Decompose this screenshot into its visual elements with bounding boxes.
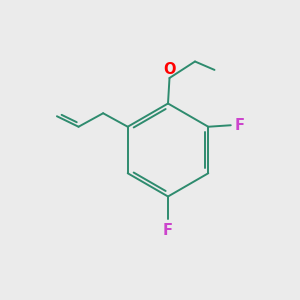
Text: F: F	[234, 118, 244, 133]
Text: O: O	[163, 62, 176, 77]
Text: F: F	[163, 223, 173, 238]
